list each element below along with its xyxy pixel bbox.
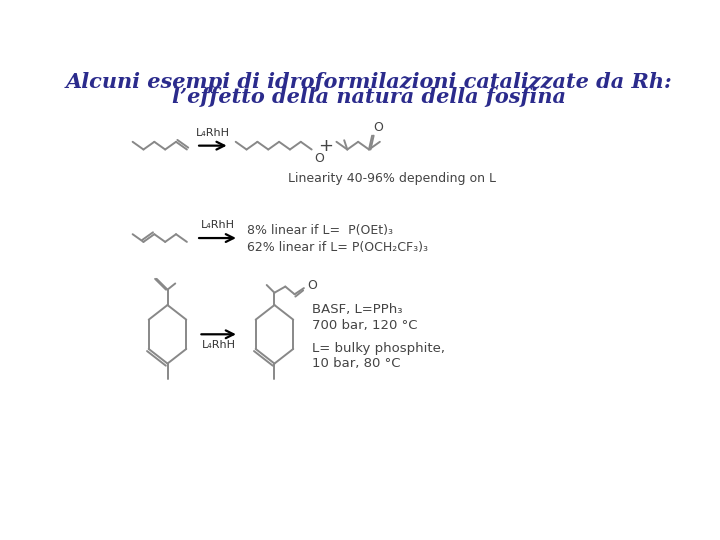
Text: l’effetto della natura della fosfina: l’effetto della natura della fosfina [172, 87, 566, 107]
Text: +: + [318, 137, 333, 154]
Text: Linearity 40-96% depending on L: Linearity 40-96% depending on L [288, 172, 496, 185]
Text: L₄RhH: L₄RhH [200, 220, 235, 231]
Text: BASF, L=PPh₃: BASF, L=PPh₃ [312, 303, 402, 316]
Text: O: O [374, 121, 384, 134]
Text: 10 bar, 80 °C: 10 bar, 80 °C [312, 357, 400, 370]
Text: 700 bar, 120 °C: 700 bar, 120 °C [312, 319, 417, 332]
Text: O: O [307, 279, 317, 292]
Text: 62% linear if L= P(OCH₂CF₃)₃: 62% linear if L= P(OCH₂CF₃)₃ [246, 241, 428, 254]
Text: O: O [314, 152, 324, 165]
Text: L₄RhH: L₄RhH [202, 340, 235, 350]
Text: Alcuni esempi di idroformilazioni catalizzate da Rh:: Alcuni esempi di idroformilazioni catali… [66, 72, 672, 92]
Text: 8% linear if L=  P(OEt)₃: 8% linear if L= P(OEt)₃ [246, 224, 392, 237]
Text: L= bulky phosphite,: L= bulky phosphite, [312, 342, 445, 355]
Text: L₄RhH: L₄RhH [196, 128, 230, 138]
